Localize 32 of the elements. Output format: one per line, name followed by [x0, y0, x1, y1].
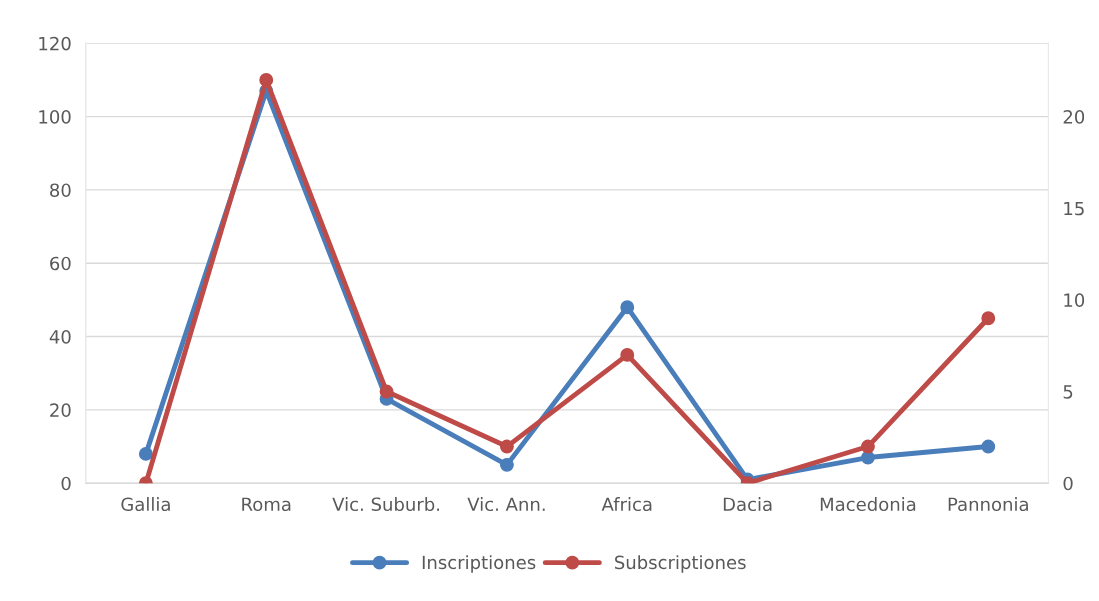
x-tick-label: Vic. Suburb. [332, 497, 440, 512]
point [138, 446, 153, 461]
x-tick-label: Africa [601, 497, 652, 512]
y-tick-label: 120 [39, 36, 71, 51]
y2-tick-label: 20 [1063, 110, 1085, 124]
point [620, 347, 635, 362]
y2-tick-label: 5 [1063, 385, 1073, 399]
y-tick-label: 60 [50, 256, 71, 271]
y-tick-label: 0 [61, 476, 71, 491]
point [259, 72, 274, 87]
point [620, 300, 635, 315]
point [981, 439, 996, 454]
legend-label: Inscriptiones [422, 555, 536, 573]
point [981, 311, 996, 326]
x-tick-label: Dacia [723, 497, 772, 512]
point [499, 457, 514, 472]
x-tick-label: Macedonia [820, 497, 916, 512]
y-tick-label: 100 [39, 110, 71, 124]
x-tick-label: Gallia [121, 497, 170, 512]
y2-tick-label: 15 [1064, 201, 1084, 216]
x-tick-label: Vic. Ann. [467, 497, 545, 512]
y2-tick-label: 0 [1063, 476, 1073, 491]
point [379, 384, 394, 399]
point [860, 439, 875, 454]
y-tick-label: 80 [50, 183, 71, 198]
y-tick-label: 40 [49, 330, 71, 344]
x-tick-label: Roma [242, 497, 291, 512]
x-tick-label: Pannonia [948, 497, 1028, 512]
y-tick-label: 20 [50, 403, 71, 417]
legend-label: Subscriptiones [615, 555, 746, 573]
y2-tick-label: 10 [1064, 293, 1085, 308]
point [499, 439, 514, 454]
